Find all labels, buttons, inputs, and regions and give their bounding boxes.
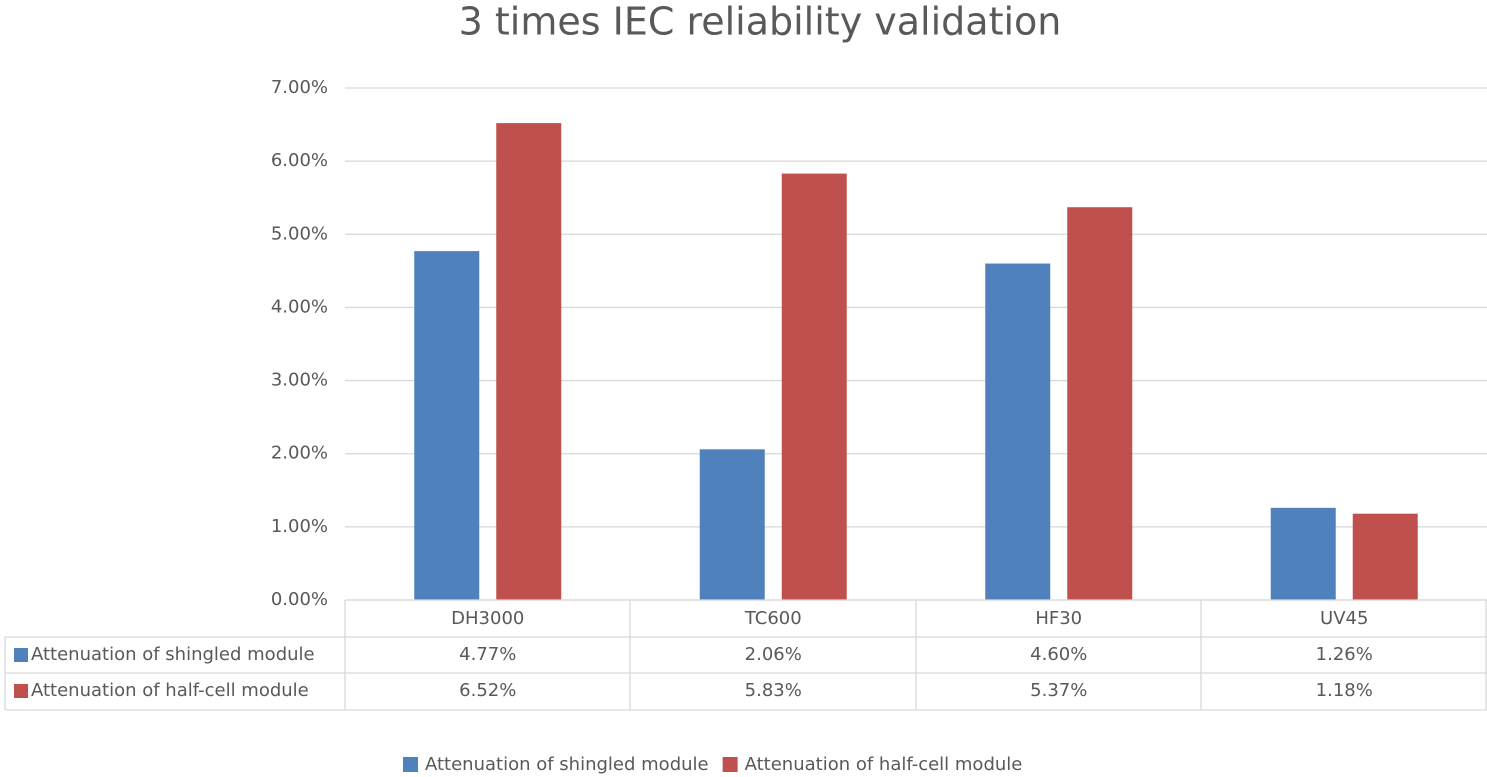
y-tick-label: 4.00% — [271, 296, 328, 317]
table-value: 1.18% — [1316, 680, 1373, 701]
table-value: 4.77% — [459, 644, 516, 665]
y-tick-label: 6.00% — [271, 150, 328, 171]
x-tick-label: UV45 — [1320, 608, 1368, 629]
bar — [781, 173, 847, 600]
table-value: 5.37% — [1030, 680, 1087, 701]
table-row-label: Attenuation of shingled module — [31, 644, 315, 665]
table-row-label: Attenuation of half-cell module — [31, 680, 309, 701]
y-tick-label: 7.00% — [271, 77, 328, 98]
table-value: 1.26% — [1316, 644, 1373, 665]
bar — [1352, 513, 1418, 600]
data-table-borders — [4, 600, 1487, 711]
x-tick-label: DH3000 — [451, 608, 524, 629]
legend-key — [403, 757, 418, 772]
x-tick-label: TC600 — [744, 608, 802, 629]
table-value: 6.52% — [459, 680, 516, 701]
legend-key — [722, 757, 738, 772]
bar — [496, 123, 562, 600]
table-value: 5.83% — [745, 680, 802, 701]
x-tick-label: HF30 — [1035, 608, 1082, 629]
legend-label: Attenuation of shingled module — [425, 754, 709, 775]
bar — [1067, 207, 1133, 601]
y-tick-label: 2.00% — [271, 443, 328, 464]
legend-label: Attenuation of half-cell module — [745, 754, 1023, 775]
y-tick-label: 0.00% — [271, 589, 328, 610]
table-value: 2.06% — [745, 644, 802, 665]
table-legend-key — [14, 648, 28, 662]
y-tick-label: 3.00% — [271, 370, 328, 391]
bar — [414, 251, 480, 600]
y-tick-label: 1.00% — [271, 516, 328, 537]
chart-title: 3 times IEC reliability validation — [459, 0, 1062, 44]
bar — [1270, 507, 1336, 600]
table-value: 4.60% — [1030, 644, 1087, 665]
bar — [985, 263, 1051, 600]
y-tick-label: 5.00% — [271, 223, 328, 244]
table-legend-key — [14, 684, 28, 698]
bar — [699, 449, 765, 600]
